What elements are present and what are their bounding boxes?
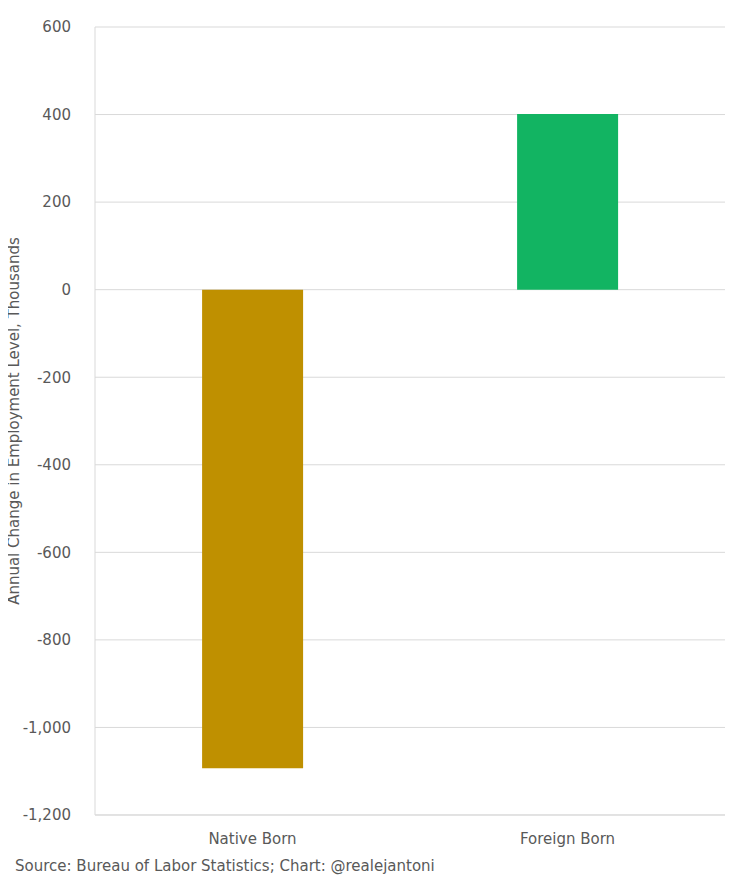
svg-text:-400: -400 xyxy=(37,456,71,474)
svg-text:-600: -600 xyxy=(37,544,71,562)
svg-text:Annual Change in Employment Le: Annual Change in Employment Level, Thous… xyxy=(8,237,23,605)
svg-text:0: 0 xyxy=(61,281,71,299)
html-text:Source: Bureau of Labor Statis: Source: Bureau of Labor Statistics; Char… xyxy=(15,857,435,875)
svg-text:-200: -200 xyxy=(37,369,71,387)
svg-text:-1,200: -1,200 xyxy=(23,806,71,824)
svg-text:200: 200 xyxy=(42,193,71,211)
svg-text:Native Born: Native Born xyxy=(208,830,296,848)
svg-text:-1,000: -1,000 xyxy=(23,719,71,737)
svg-text:-800: -800 xyxy=(37,631,71,649)
svg-text:600: 600 xyxy=(42,18,71,36)
svg-text:400: 400 xyxy=(42,106,71,124)
svg-text:Foreign Born: Foreign Born xyxy=(520,830,615,848)
